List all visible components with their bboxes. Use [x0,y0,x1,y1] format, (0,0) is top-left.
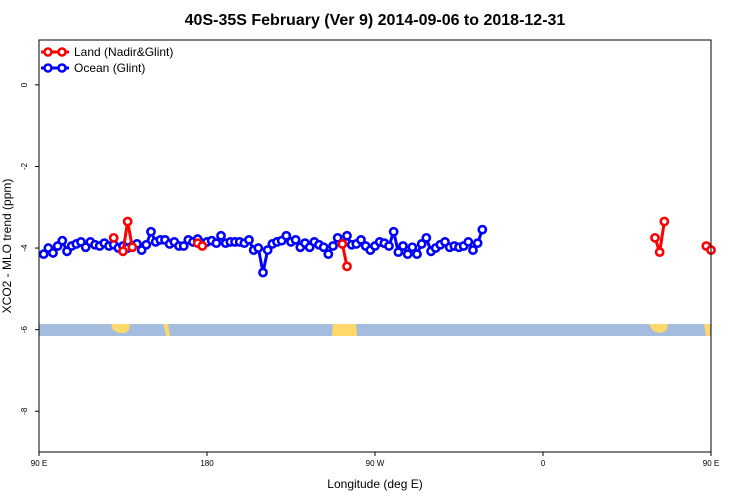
legend-label-land: Land (Nadir&Glint) [74,45,173,59]
data-point [122,216,133,227]
land-patch-4 [649,324,668,333]
data-point [108,232,119,243]
data-point [416,239,427,249]
data-point [472,238,483,249]
data-point [258,267,268,278]
legend-item-ocean: Ocean (Glint) [41,61,145,75]
series-land [108,216,716,272]
data-point [384,241,394,251]
data-point [127,242,138,253]
data-point [197,241,208,251]
land-patch-2 [163,324,170,336]
data-point [477,224,488,235]
data-point [253,243,264,253]
data-point [356,234,366,245]
data-point [342,230,352,241]
chart-title: 40S-35S February (Ver 9) 2014-09-06 to 2… [185,12,566,29]
data-point [468,245,478,255]
land-patch-1 [111,324,130,333]
data-point [388,226,399,237]
data-point [290,234,301,245]
land-patch-3 [332,324,357,336]
y-tick-label: 0 [20,82,29,87]
data-point [57,235,68,246]
y-tick-label: -2 [20,162,29,170]
series-layer [38,216,716,278]
data-point [281,230,292,241]
legend-item-land: Land (Nadir&Glint) [41,45,173,59]
data-point [328,241,338,251]
data-point [412,249,422,260]
series-segment [658,221,666,253]
data-point [332,232,343,243]
data-point [659,216,670,227]
data-point [402,249,413,260]
data-point [216,230,226,241]
data-point [421,232,432,243]
y-axis-label: XCO2 - MLO trend (ppm) [0,179,14,314]
y-tick-label: -6 [20,326,29,334]
x-tick-label: 90 E [703,459,719,468]
data-point [48,248,58,258]
data-point [141,239,152,250]
data-point [393,247,404,258]
ocean-band [39,324,711,336]
series-segment [121,221,130,252]
x-tick-label: 90 E [31,459,47,468]
data-point [337,239,348,249]
x-tick-label: 180 [200,459,214,468]
data-point [262,245,273,255]
x-axis: 90 E 180 90 W 0 90 E [31,452,719,468]
series-ocean [38,224,488,278]
data-point [211,238,222,249]
land-patch-5 [704,324,710,336]
data-point [654,247,665,258]
data-point [244,234,254,245]
data-point [318,242,329,253]
data-point [38,249,49,260]
data-point [118,246,128,257]
data-point [407,242,418,253]
x-tick-label: 90 W [366,459,385,468]
data-point [323,249,334,260]
data-point [463,237,474,247]
land-ocean-band [39,324,711,336]
x-tick-label: 0 [541,459,546,468]
data-point [178,241,189,251]
y-tick-label: -8 [20,407,29,415]
data-point [146,226,156,237]
legend: Land (Nadir&Glint) Ocean (Glint) [41,45,173,75]
x-axis-label: Longitude (deg E) [327,477,422,491]
y-axis: 0 -2 -4 -6 -8 [20,82,39,415]
data-point [398,241,408,251]
data-point [650,232,660,243]
y-tick-label: -4 [20,244,29,252]
data-point [342,261,352,272]
legend-label-ocean: Ocean (Glint) [74,61,145,75]
